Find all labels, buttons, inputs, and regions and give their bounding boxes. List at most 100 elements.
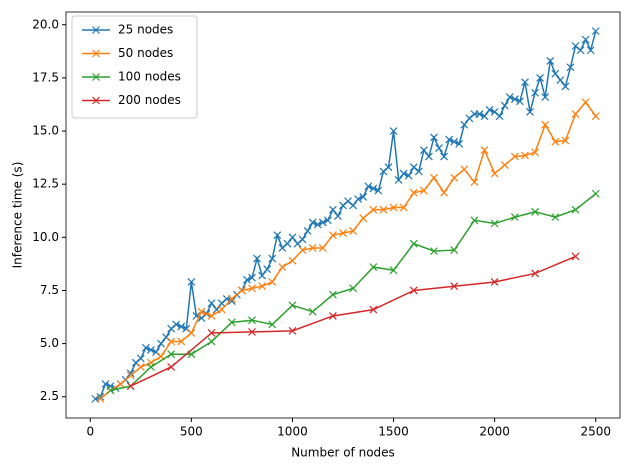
point-marker: [475, 110, 484, 118]
point-marker: [248, 284, 256, 293]
point-marker: [243, 275, 251, 284]
point-marker: [308, 244, 317, 252]
y-axis-label: Inference time (s): [11, 162, 25, 269]
point-marker: [485, 105, 494, 114]
point-marker: [303, 227, 312, 235]
point-marker: [187, 278, 196, 286]
point-marker: [268, 254, 277, 263]
point-marker: [349, 284, 358, 293]
point-marker: [298, 235, 307, 244]
point-marker: [490, 169, 499, 178]
point-marker: [536, 73, 545, 82]
point-marker: [328, 290, 337, 299]
point-marker: [389, 266, 398, 275]
point-marker: [551, 137, 560, 146]
point-marker: [531, 88, 540, 97]
point-marker: [531, 269, 540, 278]
point-marker: [177, 337, 186, 346]
point-marker: [571, 252, 580, 261]
point-marker: [586, 46, 595, 55]
point-marker: [399, 169, 408, 178]
point-marker: [248, 273, 256, 282]
point-marker: [349, 201, 358, 210]
point-marker: [369, 184, 378, 193]
point-marker: [515, 97, 524, 106]
point-marker: [419, 146, 428, 155]
point-marker: [551, 69, 560, 78]
point-marker: [349, 227, 358, 235]
point-marker: [470, 216, 479, 225]
legend-box: [71, 15, 198, 119]
point-marker: [96, 392, 105, 401]
point-marker: [389, 127, 398, 135]
point-marker: [248, 316, 256, 325]
x-tick-label: 1000: [277, 425, 308, 439]
point-marker: [384, 163, 393, 172]
point-marker: [334, 212, 342, 220]
point-marker: [106, 386, 115, 395]
point-marker: [258, 282, 267, 291]
point-marker: [369, 305, 378, 314]
x-axis-label: Number of nodes: [291, 446, 395, 460]
point-marker: [136, 354, 145, 363]
point-marker: [389, 203, 398, 212]
legend-label: 100 nodes: [118, 70, 181, 84]
point-marker: [576, 46, 585, 55]
point-marker: [490, 219, 499, 228]
point-marker: [177, 322, 186, 331]
point-marker: [288, 301, 297, 310]
point-marker: [227, 295, 236, 303]
point-marker: [207, 329, 216, 337]
point-marker: [430, 173, 438, 182]
point-marker: [409, 286, 418, 295]
point-marker: [394, 176, 403, 184]
point-marker: [490, 278, 499, 286]
point-marker: [172, 320, 181, 329]
legend-marker: [92, 96, 100, 105]
point-marker: [571, 205, 580, 214]
point-marker: [167, 337, 176, 346]
point-marker: [217, 305, 226, 314]
point-marker: [157, 339, 165, 348]
point-marker: [435, 144, 443, 152]
point-marker: [268, 320, 277, 329]
point-marker: [460, 165, 469, 174]
point-marker: [521, 151, 529, 160]
point-marker: [278, 263, 287, 272]
point-marker: [96, 394, 105, 403]
point-marker: [369, 263, 378, 272]
point-marker: [561, 82, 570, 91]
point-marker: [288, 233, 297, 242]
y-tick-label: 12.5: [32, 177, 59, 191]
point-marker: [328, 205, 337, 214]
point-marker: [571, 110, 580, 118]
legend-label: 25 nodes: [118, 23, 173, 37]
point-marker: [425, 152, 433, 161]
point-marker: [101, 380, 110, 388]
point-marker: [581, 35, 590, 44]
point-marker: [167, 350, 176, 359]
point-marker: [546, 56, 555, 65]
point-marker: [450, 173, 459, 182]
point-marker: [531, 207, 540, 216]
point-marker: [440, 188, 449, 197]
point-marker: [510, 213, 519, 222]
point-marker: [258, 271, 267, 280]
point-marker: [440, 152, 449, 161]
legend-marker: [92, 73, 100, 81]
point-marker: [495, 112, 504, 121]
point-marker: [283, 239, 292, 248]
point-marker: [359, 193, 368, 201]
x-tick-label: 500: [180, 425, 203, 439]
point-marker: [500, 161, 509, 169]
point-marker: [541, 120, 550, 129]
point-marker: [313, 220, 322, 229]
point-marker: [591, 189, 600, 198]
point-marker: [561, 136, 570, 145]
y-tick-label: 15.0: [32, 124, 59, 138]
point-marker: [510, 95, 519, 104]
point-marker: [581, 98, 590, 107]
y-tick-label: 5.0: [40, 336, 59, 350]
point-marker: [551, 213, 560, 222]
